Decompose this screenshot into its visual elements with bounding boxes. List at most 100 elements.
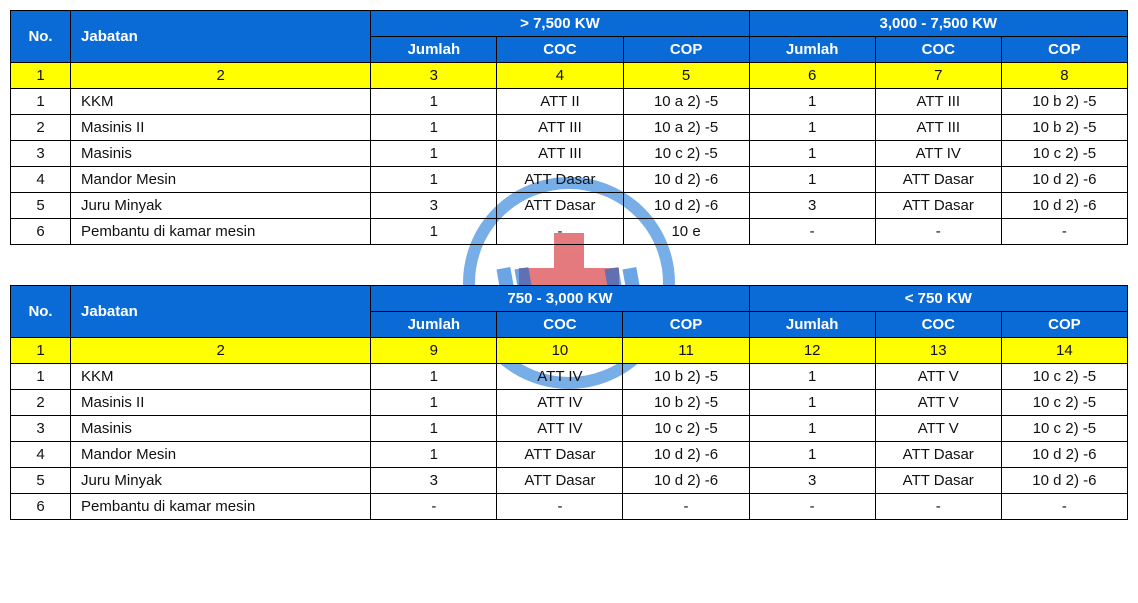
cell-coc-a: - [497,494,623,520]
cell-coc-a: ATT III [497,115,623,141]
idx-cell: 11 [623,338,749,364]
table-row: 2Masinis II1ATT IV10 b 2) -51ATT V10 c 2… [11,390,1128,416]
table-row: 6Pembantu di kamar mesin1-10 e--- [11,219,1128,245]
idx-cell: 2 [71,63,371,89]
cell-no: 6 [11,494,71,520]
cell-jumlah-b: 1 [749,141,875,167]
cell-coc-b: ATT Dasar [875,442,1001,468]
index-row: 1 2 3 4 5 6 7 8 [11,63,1128,89]
cell-coc-b: ATT III [875,89,1001,115]
idx-cell: 13 [875,338,1001,364]
idx-cell: 1 [11,338,71,364]
idx-cell: 2 [71,338,371,364]
cell-cop-a: 10 b 2) -5 [623,390,749,416]
table-row: 6Pembantu di kamar mesin------ [11,494,1128,520]
cell-coc-b: ATT IV [875,141,1001,167]
cell-cop-b: - [1001,494,1127,520]
cell-jabatan: Masinis [71,416,371,442]
cell-jumlah-a: 1 [371,89,497,115]
cell-cop-a: 10 d 2) -6 [623,442,749,468]
cell-jumlah-b: 1 [749,167,875,193]
cell-jumlah-b: 1 [749,390,875,416]
cell-jumlah-b: - [749,494,875,520]
cell-no: 1 [11,364,71,390]
cell-cop-b: 10 b 2) -5 [1001,89,1127,115]
cell-coc-a: ATT IV [497,364,623,390]
cell-cop-b: 10 c 2) -5 [1001,141,1127,167]
cell-cop-a: 10 d 2) -6 [623,468,749,494]
cell-cop-a: 10 e [623,219,749,245]
idx-cell: 14 [1001,338,1127,364]
cell-cop-b: 10 d 2) -6 [1001,193,1127,219]
cell-jabatan: KKM [71,89,371,115]
cell-coc-a: ATT II [497,89,623,115]
cell-cop-a: 10 b 2) -5 [623,364,749,390]
cell-coc-a: ATT Dasar [497,442,623,468]
index-row: 1 2 9 10 11 12 13 14 [11,338,1128,364]
cell-cop-a: 10 c 2) -5 [623,416,749,442]
col-jabatan: Jabatan [71,11,371,63]
cell-coc-a: ATT III [497,141,623,167]
cell-jumlah-a: 1 [371,141,497,167]
cell-jabatan: Mandor Mesin [71,442,371,468]
cell-coc-a: ATT IV [497,390,623,416]
cell-no: 2 [11,115,71,141]
cell-jumlah-a: 1 [371,364,497,390]
table-row: 4Mandor Mesin1ATT Dasar10 d 2) -61ATT Da… [11,167,1128,193]
sub-coc-b: COC [875,37,1001,63]
idx-cell: 6 [749,63,875,89]
manning-table-2: No. Jabatan 750 - 3,000 KW < 750 KW Juml… [10,285,1128,520]
sub-cop-a: COP [623,312,749,338]
cell-cop-b: 10 b 2) -5 [1001,115,1127,141]
cell-jabatan: Masinis II [71,390,371,416]
idx-cell: 10 [497,338,623,364]
cell-jabatan: Mandor Mesin [71,167,371,193]
cell-cop-b: 10 c 2) -5 [1001,364,1127,390]
cell-jumlah-a: - [371,494,497,520]
idx-cell: 7 [875,63,1001,89]
cell-no: 1 [11,89,71,115]
cell-jumlah-b: 3 [749,193,875,219]
idx-cell: 4 [497,63,623,89]
sub-cop-b: COP [1001,312,1127,338]
table-row: 3Masinis1ATT IV10 c 2) -51ATT V10 c 2) -… [11,416,1128,442]
table-row: 4Mandor Mesin1ATT Dasar10 d 2) -61ATT Da… [11,442,1128,468]
cell-no: 4 [11,442,71,468]
sub-cop-b: COP [1001,37,1127,63]
cell-no: 4 [11,167,71,193]
manning-table-1: No. Jabatan > 7,500 KW 3,000 - 7,500 KW … [10,10,1128,245]
idx-cell: 9 [371,338,497,364]
tables-container: No. Jabatan > 7,500 KW 3,000 - 7,500 KW … [10,10,1128,520]
sub-coc-a: COC [497,37,623,63]
cell-coc-a: ATT Dasar [497,193,623,219]
cell-coc-a: ATT IV [497,416,623,442]
table-row: 1KKM1ATT IV10 b 2) -51ATT V10 c 2) -5 [11,364,1128,390]
cell-jumlah-b: - [749,219,875,245]
cell-jumlah-b: 1 [749,416,875,442]
group-a-title: > 7,500 KW [371,11,749,37]
cell-no: 3 [11,141,71,167]
idx-cell: 8 [1001,63,1127,89]
cell-coc-b: ATT Dasar [875,167,1001,193]
col-no: No. [11,11,71,63]
cell-cop-a: 10 d 2) -6 [623,167,749,193]
sub-coc-b: COC [875,312,1001,338]
col-jabatan: Jabatan [71,286,371,338]
cell-coc-a: - [497,219,623,245]
col-no: No. [11,286,71,338]
table-row: 3Masinis1ATT III10 c 2) -51ATT IV10 c 2)… [11,141,1128,167]
cell-coc-b: ATT V [875,416,1001,442]
cell-coc-b: ATT III [875,115,1001,141]
cell-no: 6 [11,219,71,245]
cell-jumlah-a: 1 [371,390,497,416]
cell-coc-b: ATT Dasar [875,193,1001,219]
sub-jumlah-a: Jumlah [371,312,497,338]
cell-jumlah-b: 1 [749,442,875,468]
cell-no: 3 [11,416,71,442]
sub-jumlah-b: Jumlah [749,37,875,63]
cell-jumlah-b: 3 [749,468,875,494]
group-a-title: 750 - 3,000 KW [371,286,749,312]
cell-jabatan: Juru Minyak [71,193,371,219]
cell-jumlah-a: 3 [371,193,497,219]
idx-cell: 5 [623,63,749,89]
